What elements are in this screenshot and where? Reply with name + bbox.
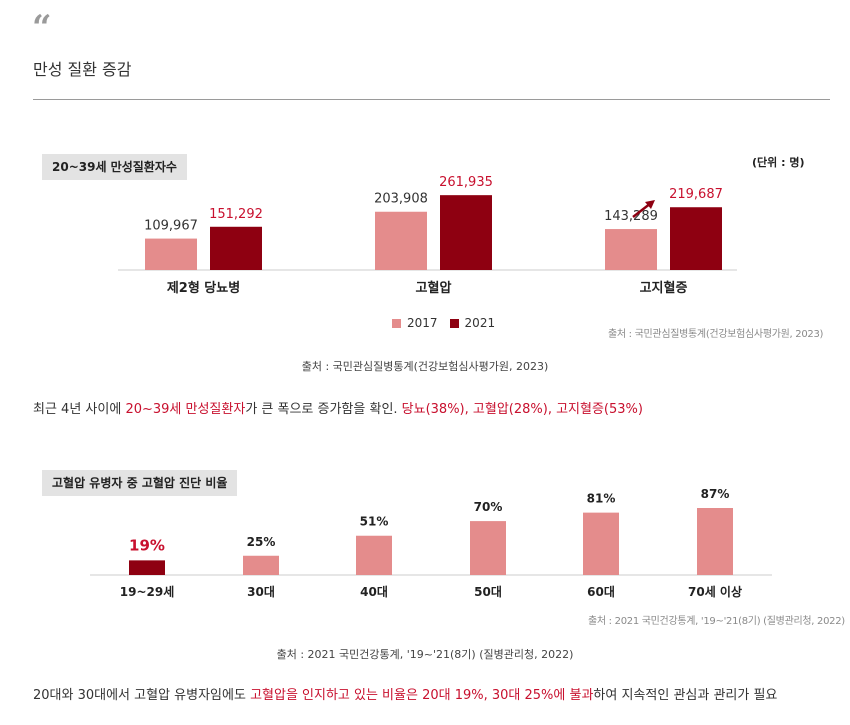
chart1-unit-label: (단위 : 명): [752, 156, 805, 169]
chart1-bar-2021: [670, 207, 722, 270]
section-heading: 만성 질환 증감: [33, 60, 132, 79]
chart1-category-label: 제2형 당뇨병: [167, 280, 240, 296]
chart1-category-label: 고혈압: [416, 280, 452, 296]
chart1-bar-2017: [605, 229, 657, 270]
legend-label-2017: 2017: [407, 316, 438, 330]
chart1-bar-2017: [145, 238, 197, 270]
chart1-caption: 출처 : 국민관심질병통계(건강보험심사평가원, 2023): [301, 360, 549, 373]
chart2-bar: [243, 555, 279, 575]
paragraph-2-text-b: 하여 지속적인 관심과 관리가 필요: [593, 688, 778, 703]
paragraph-2-text-a: 20대와 30대에서 고혈압 유병자임에도: [33, 688, 251, 703]
chart2-bar: [129, 560, 165, 575]
chart1-data-label: 143,289: [604, 209, 658, 224]
legend-swatch-2021: [449, 318, 459, 328]
chart2-bar: [356, 535, 392, 575]
chart2-data-label: 87%: [701, 487, 730, 501]
chart2-data-label: 25%: [247, 535, 276, 549]
chart2-plot: 19% 19~29세 25% 30대 51% 40대 70% 50대 81% 60대 87% 70세 …: [90, 487, 772, 599]
paragraph-2-highlight: 고혈압을 인지하고 있는 비율은 20대 19%, 30대 25%에 불과: [250, 688, 594, 703]
chart2-category-label: 30대: [247, 585, 275, 599]
chart2-data-label: 51%: [360, 515, 389, 529]
chart2-category-label: 60대: [587, 585, 615, 599]
chart1-legend: 2017 2021: [392, 316, 495, 330]
paragraph-1: 최근 4년 사이에 20~39세 만성질환자가 큰 폭으로 증가함을 확인. 당…: [33, 398, 643, 417]
chart1-source-note: 출처 : 국민관심질병통계(건강보험심사평가원, 2023): [608, 329, 824, 340]
chart1-data-label: 261,935: [439, 175, 493, 190]
paragraph-1-text-b: 가 큰 폭으로 증가함을 확인.: [245, 402, 402, 417]
paragraph-2: 20대와 30대에서 고혈압 유병자임에도 고혈압을 인지하고 있는 비율은 2…: [33, 684, 777, 703]
chart1-data-label: 203,908: [374, 192, 428, 207]
chart1-data-label: 151,292: [209, 207, 263, 222]
divider: [33, 99, 830, 100]
paragraph-1-highlight-a: 20~39세 만성질환자: [125, 402, 246, 417]
chart2-category-label: 19~29세: [120, 584, 175, 599]
chart1-data-label: 109,967: [144, 219, 198, 234]
chart1-category-label: 고지혈증: [640, 280, 688, 296]
chart2-data-label: 70%: [474, 500, 503, 514]
chart1-title-tag: 20~39세 만성질환자수: [42, 154, 187, 180]
chart2-category-label: 40대: [360, 585, 388, 599]
chart2-bar: [583, 512, 619, 575]
legend-swatch-2017: [392, 318, 401, 328]
chart2-category-label: 70세 이상: [688, 584, 742, 599]
paragraph-1-text-a: 최근 4년 사이에: [33, 402, 126, 417]
quote-mark: “: [32, 8, 52, 48]
chart2-bar: [470, 521, 506, 575]
chart2-data-label: 19%: [129, 536, 165, 554]
chart2-source-note: 출처 : 2021 국민건강통계, '19~'21(8기) (질병관리청, 20…: [588, 616, 845, 627]
paragraph-1-highlight-b: 당뇨(38%), 고혈압(28%), 고지혈증(53%): [401, 402, 643, 417]
chart1-bar-2021: [210, 226, 262, 270]
chart1-bar-2021: [440, 195, 492, 270]
chart1-bar-2017: [375, 211, 427, 270]
chart2-title-tag: 고혈압 유병자 중 고혈압 진단 비율: [42, 470, 238, 496]
chart1-data-label: 219,687: [669, 187, 723, 202]
chart2-category-label: 50대: [474, 585, 502, 599]
chart2-bar: [697, 508, 733, 575]
chart1-plot: 109,967 151,292 제2형 당뇨병 203,908 261,935 고혈압 14…: [118, 175, 737, 296]
trend-arrow-head-icon: [645, 200, 655, 209]
chart2-caption: 출처 : 2021 국민건강통계, '19~'21(8기) (질병관리청, 20…: [276, 648, 574, 661]
chart2-data-label: 81%: [587, 492, 616, 506]
legend-label-2021: 2021: [464, 316, 496, 330]
